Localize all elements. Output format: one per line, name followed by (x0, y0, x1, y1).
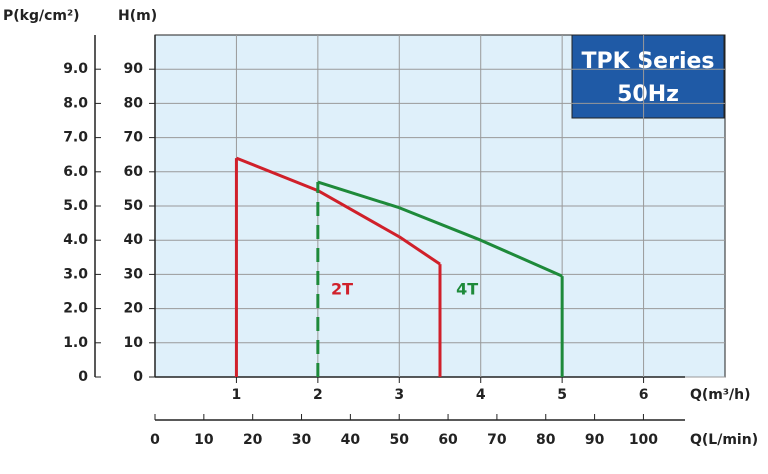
p-tick-label: 7.0 (63, 130, 88, 146)
x-axis-title: Q(m³/h) (690, 387, 751, 403)
p-tick-label: 9.0 (63, 61, 88, 77)
p-tick-label: 3.0 (63, 266, 88, 282)
x2-tick-label: 70 (487, 432, 507, 448)
p-tick-label: 0 (78, 369, 88, 385)
series-label: 4T (456, 280, 478, 299)
y-tick-label: 0 (133, 369, 143, 385)
p-tick-label: 8.0 (63, 95, 88, 111)
title-box (571, 34, 725, 119)
y-tick-label: 80 (124, 95, 144, 111)
p-axis-title: P(kg/cm²) (3, 8, 80, 24)
y-tick-label: 90 (124, 61, 144, 77)
chart-subtitle: 50Hz (617, 82, 679, 107)
x-tick-label: 1 (232, 387, 242, 403)
x2-tick-label: 80 (536, 432, 556, 448)
series-segment (317, 189, 401, 239)
x2-tick-label: 90 (585, 432, 605, 448)
x2-tick-label: 30 (292, 432, 312, 448)
x-tick-label: 2 (313, 387, 323, 403)
y-tick-label: 10 (124, 335, 144, 351)
y-tick-label: 30 (124, 266, 144, 282)
x2-tick-label: 0 (150, 432, 160, 448)
x2-tick-label: 10 (194, 432, 214, 448)
x2-tick-label: 100 (629, 432, 658, 448)
x-tick-label: 6 (639, 387, 649, 403)
series-segment (317, 180, 400, 210)
x2-tick-label: 40 (341, 432, 361, 448)
x2-tick-label: 20 (243, 432, 263, 448)
series-segment (398, 235, 441, 266)
y-tick-label: 50 (124, 198, 144, 214)
x-tick-label: 5 (557, 387, 567, 403)
p-tick-label: 4.0 (63, 232, 88, 248)
p-tick-label: 5.0 (63, 198, 88, 214)
y-tick-label: 40 (124, 232, 144, 248)
y-tick-label: 20 (124, 301, 144, 317)
y-axis-title: H(m) (118, 8, 157, 24)
x2-axis-title: Q(L/min) (690, 432, 758, 448)
y-tick-label: 60 (124, 164, 144, 180)
series-segment (398, 206, 482, 242)
p-tick-label: 1.0 (63, 335, 88, 351)
x-tick-label: 4 (476, 387, 486, 403)
x2-tick-label: 60 (438, 432, 458, 448)
chart-title: TPK Series (581, 49, 714, 74)
p-tick-label: 6.0 (63, 164, 88, 180)
p-tick-label: 2.0 (63, 301, 88, 317)
series-segment (235, 156, 319, 193)
x2-tick-label: 50 (389, 432, 409, 448)
series-label: 2T (331, 280, 353, 299)
y-tick-label: 70 (124, 130, 144, 146)
series-segment (480, 238, 563, 278)
x-tick-label: 3 (394, 387, 404, 403)
